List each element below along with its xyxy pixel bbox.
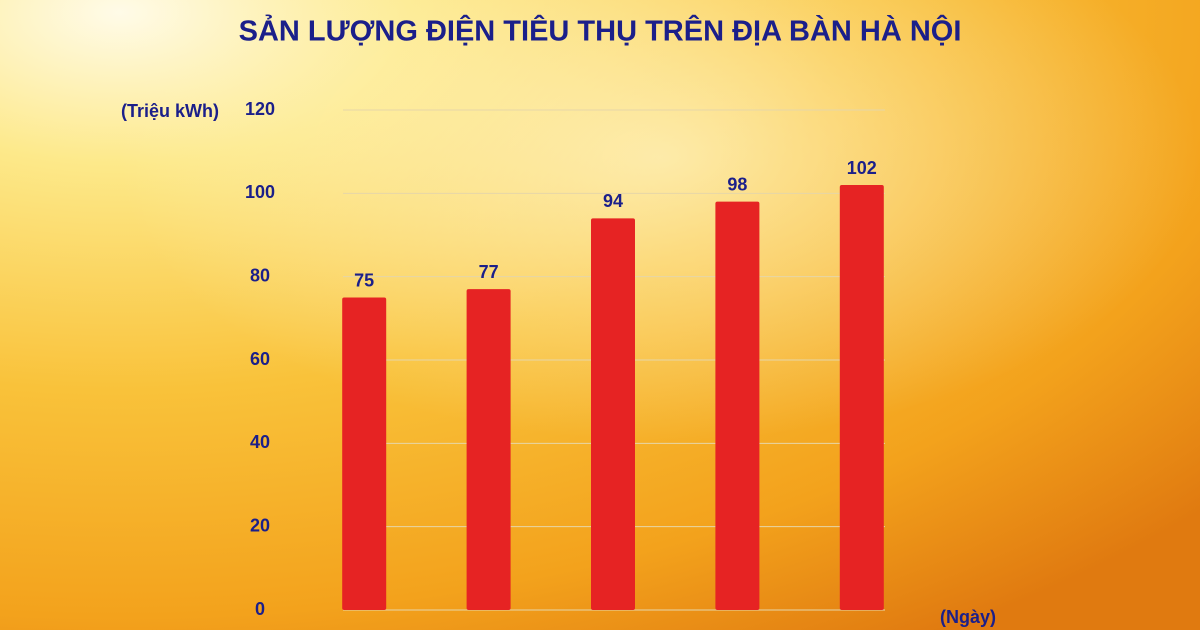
chart-title: SẢN LƯỢNG ĐIỆN TIÊU THỤ TRÊN ĐỊA BÀN HÀ … [239, 14, 962, 48]
bar [839, 185, 884, 610]
x-axis-label: (Ngày) [940, 607, 996, 627]
y-tick-label: 120 [245, 99, 275, 119]
y-axis-label: (Triệu kWh) [121, 101, 219, 121]
value-label: 94 [603, 191, 623, 211]
value-label: 75 [354, 270, 374, 290]
y-tick-label: 20 [250, 515, 270, 535]
value-label: 77 [479, 262, 499, 282]
y-tick-label: 80 [250, 265, 270, 285]
value-label: 98 [727, 174, 747, 194]
bar [342, 297, 387, 610]
bar [591, 218, 635, 611]
y-tick-label: 40 [250, 432, 270, 452]
value-label: 102 [847, 158, 877, 178]
y-tick-label: 0 [255, 599, 265, 619]
bar [466, 289, 511, 610]
bar [715, 201, 760, 610]
y-tick-label: 100 [245, 182, 275, 202]
y-tick-label: 60 [250, 349, 270, 369]
